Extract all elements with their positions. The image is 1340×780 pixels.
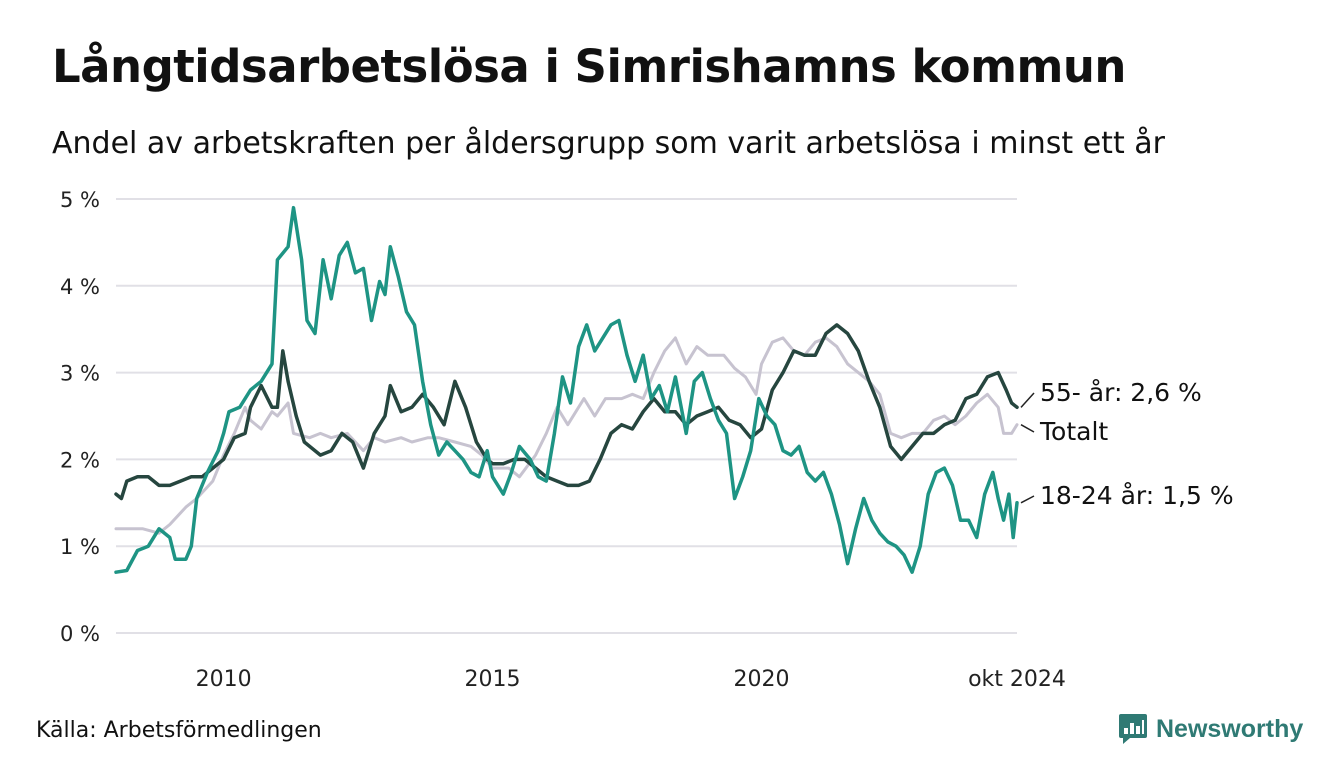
end-label-leader	[1020, 392, 1035, 408]
chart-title: Långtidsarbetslösa i Simrishamns kommun	[52, 40, 1126, 93]
x-tick-label: 2015	[465, 667, 521, 692]
x-tick-label: 2020	[733, 667, 789, 692]
source-note: Källa: Arbetsförmedlingen	[36, 718, 322, 743]
end-label-leader	[1020, 424, 1035, 433]
end-label-leader	[1020, 495, 1035, 504]
axis-layer: 0 % 1 % 2 % 3 % 4 % 5 % 2010 2015 2020 okt 2024	[60, 188, 1066, 692]
series-end-label: 18-24 år: 1,5 %	[1040, 481, 1234, 510]
brand-name: Newsworthy	[1156, 714, 1304, 743]
y-tick-label: 5 %	[60, 188, 100, 212]
x-tick-label: 2010	[196, 667, 252, 692]
y-tick-label: 3 %	[60, 362, 100, 386]
y-tick-label: 2 %	[60, 448, 100, 472]
label-layer: Totalt 55- år: 2,6 % 18-24 år: 1,5 %	[1020, 378, 1234, 510]
y-tick-label: 0 %	[60, 622, 100, 646]
y-tick-label: 4 %	[60, 275, 100, 299]
y-tick-label: 1 %	[60, 535, 100, 559]
x-tick-label: okt 2024	[968, 667, 1066, 692]
series-end-label: Totalt	[1039, 417, 1108, 446]
series-line-2	[114, 205, 1019, 574]
series-line-0	[114, 336, 1019, 535]
chart-subtitle: Andel av arbetskraften per åldersgrupp s…	[52, 126, 1165, 161]
series-line-1	[114, 323, 1019, 501]
brand-logo[interactable]: Newsworthy	[1118, 712, 1303, 746]
newsworthy-logo-icon	[1119, 714, 1147, 744]
series-layer	[114, 205, 1019, 574]
series-end-label: 55- år: 2,6 %	[1040, 378, 1202, 407]
